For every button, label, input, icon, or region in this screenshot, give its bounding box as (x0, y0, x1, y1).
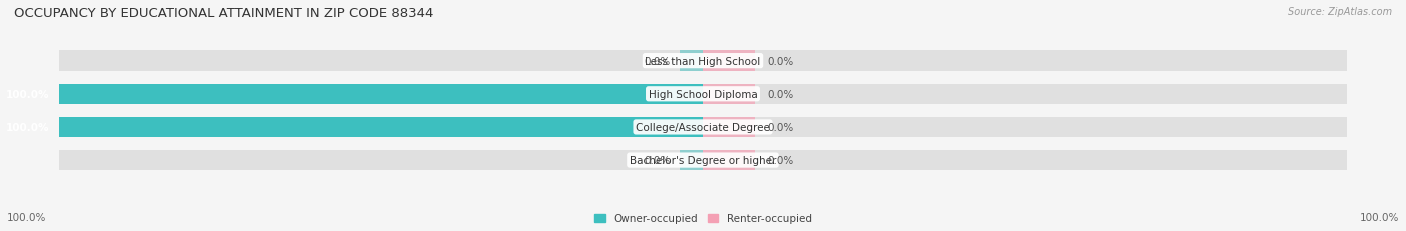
Text: Less than High School: Less than High School (645, 56, 761, 66)
Text: 0.0%: 0.0% (768, 89, 793, 99)
Text: OCCUPANCY BY EDUCATIONAL ATTAINMENT IN ZIP CODE 88344: OCCUPANCY BY EDUCATIONAL ATTAINMENT IN Z… (14, 7, 433, 20)
Text: 0.0%: 0.0% (644, 56, 671, 66)
Text: Source: ZipAtlas.com: Source: ZipAtlas.com (1288, 7, 1392, 17)
Text: High School Diploma: High School Diploma (648, 89, 758, 99)
Bar (59, 84, 703, 105)
Bar (703, 84, 755, 105)
Bar (703, 51, 755, 72)
Text: 100.0%: 100.0% (1360, 212, 1399, 222)
Bar (59, 51, 703, 72)
Bar (59, 117, 703, 138)
Text: 100.0%: 100.0% (6, 122, 49, 132)
Text: 100.0%: 100.0% (7, 212, 46, 222)
Text: 0.0%: 0.0% (768, 56, 793, 66)
Bar (703, 51, 1347, 72)
Text: 0.0%: 0.0% (768, 122, 793, 132)
Bar (703, 150, 1347, 171)
Bar (59, 117, 703, 138)
Text: 100.0%: 100.0% (6, 89, 49, 99)
Text: Bachelor's Degree or higher: Bachelor's Degree or higher (630, 155, 776, 165)
Text: College/Associate Degree: College/Associate Degree (636, 122, 770, 132)
Legend: Owner-occupied, Renter-occupied: Owner-occupied, Renter-occupied (591, 210, 815, 228)
Bar (703, 84, 1347, 105)
Bar (703, 150, 755, 171)
Bar (681, 51, 703, 72)
Text: 0.0%: 0.0% (768, 155, 793, 165)
Bar (59, 150, 703, 171)
Bar (703, 117, 1347, 138)
Bar (681, 150, 703, 171)
Bar (703, 117, 755, 138)
Text: 0.0%: 0.0% (644, 155, 671, 165)
Bar (59, 84, 703, 105)
